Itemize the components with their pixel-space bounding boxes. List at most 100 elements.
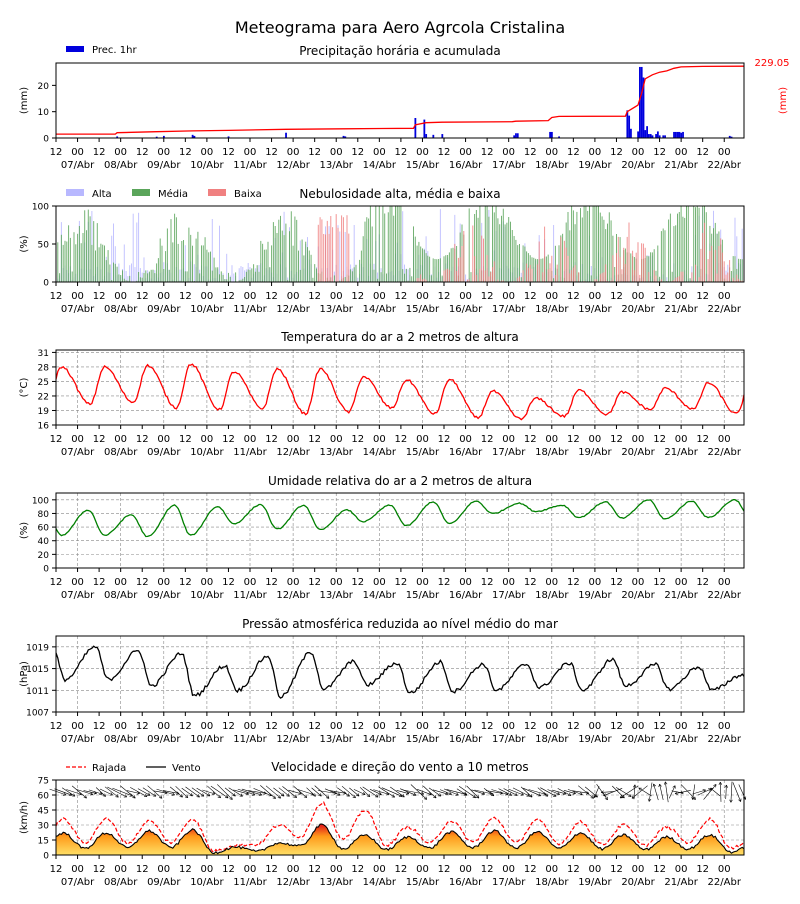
humid-xtick-label: 12	[653, 577, 666, 588]
wind-xtick-label: 12	[395, 864, 408, 875]
wind-direction-arrow	[665, 781, 669, 803]
press-xtick-label: 12	[351, 721, 364, 732]
temp-date-label: 12/Abr	[276, 447, 310, 458]
wind-arrow-head	[572, 791, 576, 795]
wind-direction-arrow	[362, 786, 379, 798]
precip-xtick-label: 00	[114, 147, 127, 158]
wind-xtick-label: 12	[567, 864, 580, 875]
precip-bar	[651, 135, 654, 138]
wind-ytick-label: 15	[38, 837, 49, 847]
humid-date-label: 12/Abr	[276, 590, 310, 601]
wind-direction-arrow	[202, 789, 216, 795]
cloud-axes-frame	[55, 205, 745, 283]
cloud-high-bar	[231, 265, 233, 282]
cloud-mid-bar	[633, 257, 635, 282]
wind-direction-arrow	[410, 784, 428, 800]
wind-arrow-head	[206, 793, 211, 797]
cloud-legend-swatch	[66, 189, 84, 196]
cloud-xtick-label: 00	[244, 291, 257, 302]
wind-direction-arrow	[153, 790, 168, 794]
wind-direction-arrow	[137, 788, 151, 796]
press-xtick-label: 12	[653, 721, 666, 732]
wind-direction-arrow	[416, 789, 432, 795]
wind-arrow-head	[423, 796, 428, 800]
cloud-mid-bar	[62, 244, 64, 282]
cloud-low-bar	[678, 276, 680, 282]
wind-arrow-head	[631, 795, 635, 799]
press-date-label: 07/Abr	[61, 734, 95, 745]
cloud-mid-bar	[486, 206, 488, 282]
press-xtick-label: 12	[696, 721, 709, 732]
cloud-date-label: 15/Abr	[406, 304, 440, 315]
precip-bar	[193, 135, 196, 138]
cloud-mid-bar	[540, 258, 542, 282]
precip-xtick-label: 12	[351, 147, 364, 158]
cloud-mid-bar	[87, 209, 89, 282]
cloud-mid-bar	[157, 258, 159, 282]
humid-ytick-label: 20	[38, 551, 50, 561]
cloud-mid-bar	[592, 206, 594, 282]
cloud-xtick-label: 12	[567, 291, 580, 302]
cloud-mid-bar	[222, 275, 224, 282]
cloud-mid-bar	[432, 258, 434, 282]
humid-date-label: 16/Abr	[449, 590, 483, 601]
temp-date-label: 08/Abr	[104, 447, 138, 458]
wind-arrow-head	[529, 794, 533, 798]
wind-direction-arrow	[567, 789, 583, 795]
humid-xtick-label: 12	[696, 577, 709, 588]
cloud-mid-bar	[508, 217, 510, 282]
cloud-date-label: 14/Abr	[363, 304, 397, 315]
cloud-mid-bar	[285, 223, 287, 282]
cloud-mid-bar	[211, 270, 213, 282]
wind-direction-arrow	[601, 791, 614, 793]
cloud-low-bar	[660, 279, 662, 282]
temp-title: Temperatura do ar a 2 metros de altura	[280, 330, 519, 344]
cloud-mid-bar	[441, 275, 443, 282]
cloud-low-bar	[659, 280, 661, 282]
cloud-mid-bar	[71, 271, 73, 282]
humid-title: Umidade relativa do ar a 2 metros de alt…	[268, 474, 532, 488]
humid-ytick-label: 60	[38, 524, 50, 534]
temp-date-label: 09/Abr	[147, 447, 181, 458]
press-title: Pressão atmosférica reduzida ao nível mé…	[242, 617, 558, 631]
wind-arrow-head	[159, 795, 163, 799]
cloud-mid-bar	[122, 270, 123, 282]
cloud-mid-bar	[314, 264, 316, 282]
wind-arrow-head	[346, 793, 350, 797]
cloud-low-bar	[493, 261, 495, 282]
cloud-date-label: 17/Abr	[492, 304, 526, 315]
press-xtick-label: 00	[502, 721, 515, 732]
wind-ytick-label: 75	[38, 777, 49, 787]
cloud-mid-bar	[172, 242, 174, 282]
cloud-mid-bar	[448, 252, 450, 282]
cloud-mid-bar	[734, 256, 736, 282]
cloud-mid-bar	[143, 273, 145, 282]
wind-xtick-label: 12	[136, 864, 149, 875]
press-xtick-label: 00	[416, 721, 429, 732]
cloud-mid-bar	[468, 208, 470, 282]
wind-arrow-head	[99, 791, 103, 795]
cloud-high-bar	[734, 217, 736, 282]
cloud-mid-bar	[576, 211, 578, 282]
precip-xtick-label: 00	[459, 147, 472, 158]
cloud-mid-bar	[680, 206, 682, 282]
cloud-mid-bar	[608, 212, 610, 282]
wind-date-label: 15/Abr	[406, 877, 440, 888]
cloud-high-bar	[113, 223, 114, 282]
cloud-mid-bar	[192, 245, 193, 282]
wind-direction-arrow	[126, 790, 140, 794]
cloud-mid-bar	[506, 222, 508, 282]
cloud-mid-bar	[84, 210, 86, 282]
cloud-low-bar	[716, 273, 718, 282]
wind-direction-arrow	[396, 790, 409, 794]
cloud-low-bar	[616, 253, 617, 282]
cloud-low-bar	[741, 280, 743, 282]
press-ytick-label: 1007	[26, 709, 49, 719]
cloud-low-bar	[621, 269, 623, 282]
wind-arrow-head	[144, 793, 148, 797]
cloud-xtick-label: 00	[201, 291, 214, 302]
cloud-high-bar	[118, 263, 120, 282]
wind-xtick-label: 12	[351, 864, 364, 875]
cloud-mid-bar	[580, 208, 581, 282]
wind-xtick-label: 12	[481, 864, 494, 875]
